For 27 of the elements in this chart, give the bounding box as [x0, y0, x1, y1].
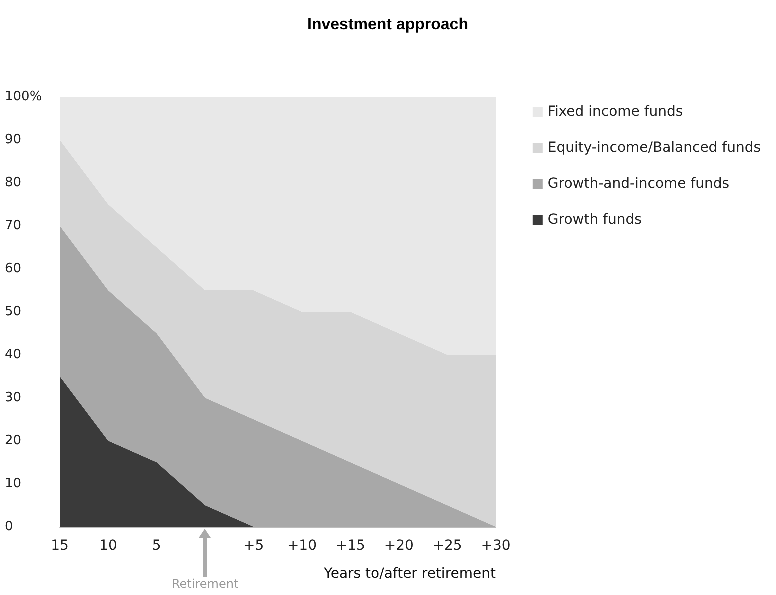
y-tick-label: 30 — [5, 390, 22, 406]
text: Retirement — [171, 577, 240, 591]
legend-label: Growth funds — [548, 212, 642, 228]
legend-label: Equity-income/Balanced funds — [548, 140, 762, 156]
legend-label: Growth-and-income funds — [548, 176, 730, 192]
x-tick-label: 15 — [51, 538, 69, 554]
y-tick-label: 10 — [5, 476, 22, 492]
y-tick-label: 90 — [5, 132, 22, 148]
y-tick-label: 60 — [5, 262, 22, 276]
y-tick-label: 50 — [5, 304, 22, 320]
y-tick-label: 40 — [5, 348, 22, 362]
x-tick-label: +25 — [432, 538, 462, 554]
y-tick-label: 0 — [5, 520, 14, 534]
x-tick-label: +15 — [336, 538, 366, 554]
y-tick-label: 100% — [5, 90, 42, 104]
y-tick-label: 20 — [5, 434, 22, 448]
x-tick-label: +20 — [384, 538, 414, 554]
chart-title: Investment approach — [308, 16, 468, 34]
x-tick-label: 5 — [152, 538, 162, 554]
y-tick-label: 80 — [5, 176, 22, 190]
legend-label: Fixed income funds — [548, 104, 684, 120]
x-tick-label: +30 — [481, 538, 511, 554]
x-tick-label: 10 — [100, 538, 118, 554]
x-axis-title: Years to/after retirement — [323, 566, 497, 582]
y-tick-label: 70 — [5, 218, 22, 234]
x-tick-label: +5 — [243, 538, 264, 554]
x-tick-label: +10 — [287, 538, 317, 554]
